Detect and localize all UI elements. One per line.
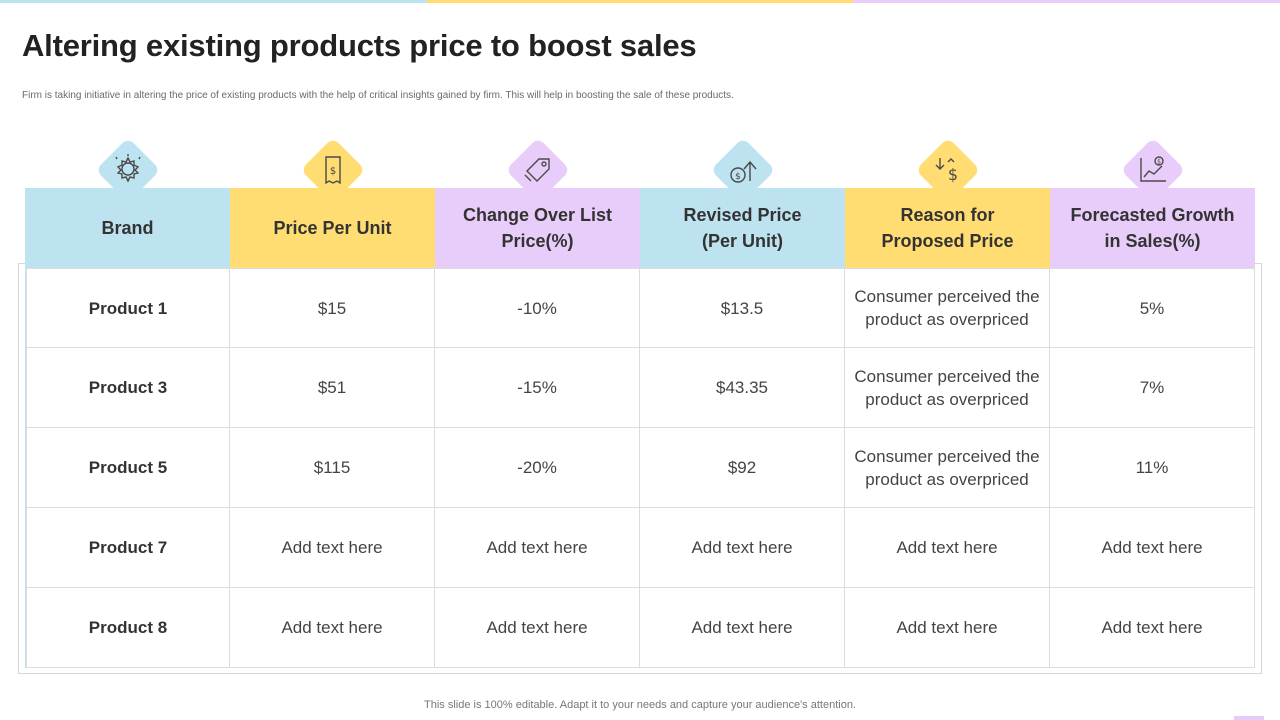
top-color-bar [0,0,1280,3]
column-header: Brand [25,188,230,268]
brand-cell: Product 8 [26,588,230,667]
table-cell: Add text here [1050,588,1255,667]
table-cell: Add text here [845,588,1050,667]
brand-cell: Product 5 [26,428,230,507]
table-cell: $51 [230,348,435,427]
table-cell: $15 [230,269,435,347]
table-row: Product 3 $51 -15% $43.35 Consumer perceived… [26,348,1255,428]
svg-text:$: $ [1157,159,1161,166]
brand-cell: Product 1 [26,269,230,347]
svg-text:$: $ [947,165,957,184]
growth-chart-icon: $ [1131,150,1175,190]
table-cell: Add text here [640,588,845,667]
svg-text:$: $ [735,172,741,182]
table-row: Product 7 Add text here Add text here Add t… [26,508,1255,588]
table-row: Product 5 $115 -20% $92 Consumer perceived t… [26,428,1255,508]
column-header: Forecasted Growth in Sales(%) [1050,188,1255,268]
table-cell: $13.5 [640,269,845,347]
coin-arrow-up-icon: $ [721,150,765,190]
top-bar-yellow [426,0,854,3]
svg-text:$: $ [329,166,335,177]
table-cell: 5% [1050,269,1255,347]
table-cell: -20% [435,428,640,507]
column-header: Reason for Proposed Price [845,188,1050,268]
table-cell: 7% [1050,348,1255,427]
table-cell: $92 [640,428,845,507]
page-title: Altering existing products price to boos… [22,28,697,63]
brand-cell: Product 3 [26,348,230,427]
award-badge-icon [106,150,150,190]
table-cell: Add text here [230,588,435,667]
table-row: Product 8 Add text here Add text here Add t… [26,588,1255,668]
top-bar-blue [0,0,427,3]
table-cell: -15% [435,348,640,427]
table-cell: $115 [230,428,435,507]
table-cell: Add text here [1050,508,1255,587]
brand-cell: Product 7 [26,508,230,587]
table-cell: -10% [435,269,640,347]
table-cell: Add text here [640,508,845,587]
corner-tab [1234,716,1264,720]
top-bar-purple [853,0,1280,3]
table-cell: Add text here [435,508,640,587]
table-cell: Consumer perceived the product as overpr… [845,348,1050,427]
table-row: Product 1 $15 -10% $13.5 Consumer perceived … [26,268,1255,348]
table-cell: Add text here [435,588,640,667]
table-cell: Add text here [230,508,435,587]
footer-note: This slide is 100% editable. Adapt it to… [424,699,856,711]
table-cell: Consumer perceived the product as overpr… [845,269,1050,347]
table-body: Product 1 $15 -10% $13.5 Consumer perceived … [26,268,1255,668]
dollar-arrows-icon: $ [926,150,970,190]
price-receipt-icon: $ [311,150,355,190]
column-header: Change Over List Price(%) [435,188,640,268]
page-subtitle: Firm is taking initiative in altering th… [22,90,734,101]
price-tag-icon [516,150,560,190]
column-header: Price Per Unit [230,188,435,268]
table-cell: Add text here [845,508,1050,587]
table-cell: 11% [1050,428,1255,507]
column-header: Revised Price (Per Unit) [640,188,845,268]
table-cell: $43.35 [640,348,845,427]
table-cell: Consumer perceived the product as overpr… [845,428,1050,507]
